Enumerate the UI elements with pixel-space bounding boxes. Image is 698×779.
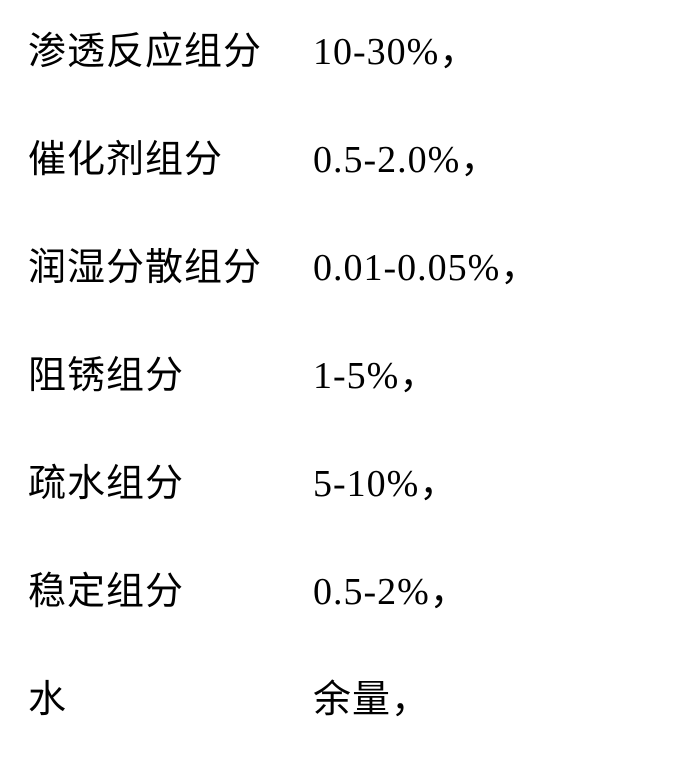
component-value: 0.5-2.0%， bbox=[313, 128, 499, 183]
composition-list: 渗透反应组分 10-30%， 催化剂组分 0.5-2.0%， 润湿分散组分 0.… bbox=[0, 0, 698, 776]
component-value: 0.5-2%， bbox=[313, 560, 469, 615]
component-label: 阻锈组分 bbox=[28, 344, 313, 399]
table-row: 渗透反应组分 10-30%， bbox=[28, 20, 698, 128]
table-row: 稳定组分 0.5-2%， bbox=[28, 560, 698, 668]
component-label: 渗透反应组分 bbox=[28, 20, 313, 75]
component-value: 10-30%， bbox=[313, 20, 478, 75]
component-value: 余量， bbox=[313, 668, 430, 723]
table-row: 润湿分散组分 0.01-0.05%， bbox=[28, 236, 698, 344]
component-label: 稳定组分 bbox=[28, 560, 313, 615]
component-label: 疏水组分 bbox=[28, 452, 313, 507]
table-row: 催化剂组分 0.5-2.0%， bbox=[28, 128, 698, 236]
table-row: 阻锈组分 1-5%， bbox=[28, 344, 698, 452]
component-label: 水 bbox=[28, 668, 313, 723]
table-row: 水 余量， bbox=[28, 668, 698, 776]
component-value: 0.01-0.05%， bbox=[313, 236, 539, 291]
component-value: 1-5%， bbox=[313, 344, 438, 399]
component-value: 5-10%， bbox=[313, 452, 458, 507]
table-row: 疏水组分 5-10%， bbox=[28, 452, 698, 560]
component-label: 润湿分散组分 bbox=[28, 236, 313, 291]
component-label: 催化剂组分 bbox=[28, 128, 313, 183]
